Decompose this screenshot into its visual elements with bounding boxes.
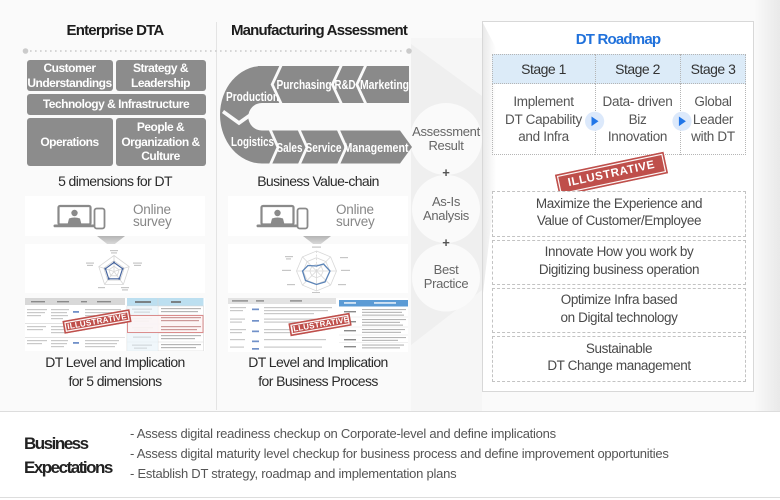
svg-text:Service: Service	[306, 141, 342, 155]
svg-text:Sales: Sales	[277, 141, 303, 155]
svg-text:Production: Production	[226, 90, 279, 104]
svg-text:Management: Management	[344, 141, 410, 155]
svg-text:R&D: R&D	[335, 78, 356, 92]
svg-text:Marketing: Marketing	[360, 78, 409, 92]
svg-text:Purchasing: Purchasing	[277, 78, 332, 92]
svg-text:Logistics: Logistics	[231, 135, 274, 149]
